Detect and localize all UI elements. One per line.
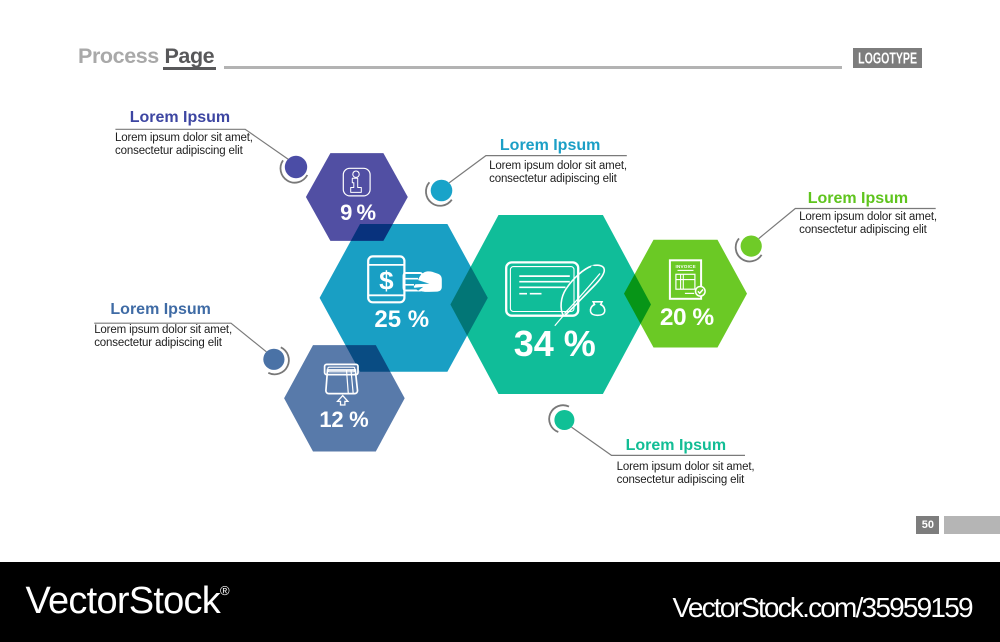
svg-text:34 %: 34 % [514, 323, 596, 364]
svg-text:25 %: 25 % [374, 306, 429, 333]
svg-text:20 %: 20 % [660, 304, 715, 331]
svg-text:$: $ [379, 266, 394, 296]
svg-text:LOGOTYPE: LOGOTYPE [858, 51, 917, 68]
svg-text:INVOICE: INVOICE [676, 264, 696, 269]
svg-text:12 %: 12 % [319, 407, 368, 432]
svg-text:9 %: 9 % [340, 200, 375, 225]
